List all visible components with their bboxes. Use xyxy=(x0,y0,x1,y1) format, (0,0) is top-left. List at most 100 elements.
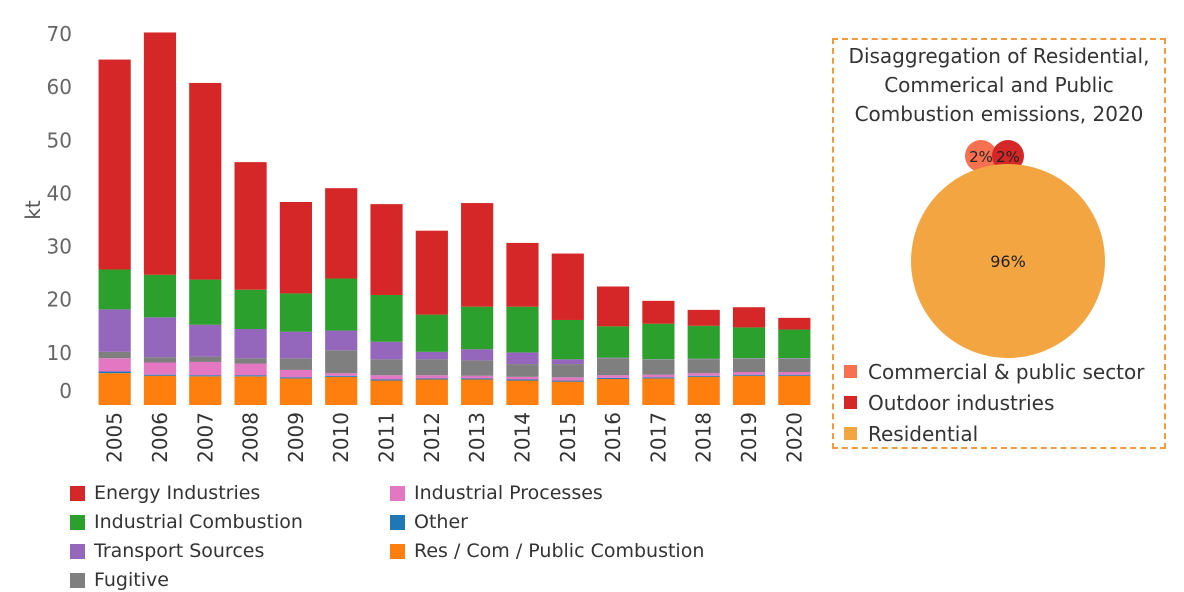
bar-transport-sources-2016 xyxy=(597,357,630,359)
bar-energy-industries-2006 xyxy=(143,32,177,275)
legend-item-industrial-combustion: Industrial Combustion xyxy=(70,511,303,533)
legend-label: Energy Industries xyxy=(94,482,261,504)
x-tick-label: 2006 xyxy=(148,412,172,463)
x-tick-label: 2016 xyxy=(601,412,625,463)
legend-swatch xyxy=(70,514,85,530)
bar-res-com-public-combustion-2014 xyxy=(506,380,539,405)
bar-industrial-combustion-2020 xyxy=(778,329,811,359)
bubble-legend-item-outdoor-industries: Outdoor industries xyxy=(844,387,1144,418)
bar-fugitive-2007 xyxy=(189,356,222,362)
legend-label: Other xyxy=(414,511,468,533)
bar-fugitive-2013 xyxy=(461,360,494,376)
bubble-commercial-public-sector xyxy=(964,139,998,172)
bar-transport-sources-2011 xyxy=(370,341,403,360)
bar-energy-industries-2019 xyxy=(732,307,766,328)
bar-industrial-combustion-2010 xyxy=(325,278,358,331)
bar-energy-industries-2008 xyxy=(234,162,267,290)
bubble-legend-item-residential: Residential xyxy=(844,418,1144,449)
bubble-label: 96% xyxy=(990,252,1026,271)
bar-res-com-public-combustion-2007 xyxy=(189,376,222,405)
bar-transport-sources-2009 xyxy=(279,331,312,359)
bar-industrial-processes-2014 xyxy=(506,376,539,380)
bar-fugitive-2006 xyxy=(143,357,177,363)
bar-industrial-processes-2016 xyxy=(597,375,630,378)
bar-industrial-combustion-2009 xyxy=(279,293,312,332)
bar-energy-industries-2014 xyxy=(506,242,539,307)
y-tick-label: 10 xyxy=(47,341,72,365)
y-tick-label: 0 xyxy=(59,379,72,403)
panel-title: Disaggregation of Residential, Commerica… xyxy=(848,44,1150,126)
bar-transport-sources-2015 xyxy=(551,359,584,365)
legend-label: Outdoor industries xyxy=(868,390,1055,415)
bar-res-com-public-combustion-2013 xyxy=(461,379,494,405)
bar-energy-industries-2010 xyxy=(325,188,358,279)
bar-res-com-public-combustion-2016 xyxy=(597,378,630,405)
bar-other-2007 xyxy=(189,375,222,377)
legend-swatch xyxy=(844,396,857,409)
x-tick-label: 2007 xyxy=(193,412,217,463)
legend-swatch xyxy=(844,365,857,378)
bar-other-2019 xyxy=(732,374,766,376)
legend-item-other: Other xyxy=(390,511,468,533)
legend-label: Fugitive xyxy=(94,569,169,591)
bar-energy-industries-2016 xyxy=(597,286,630,327)
x-tick-label: 2008 xyxy=(239,412,263,463)
chart-legend: Energy Industries Industrial Processes Ind… xyxy=(70,482,770,592)
bubble-label: 2% xyxy=(969,148,993,166)
bar-industrial-processes-2019 xyxy=(732,372,766,375)
y-tick-label: 70 xyxy=(47,22,72,46)
bar-transport-sources-2007 xyxy=(189,324,222,357)
bar-industrial-processes-2015 xyxy=(551,377,584,381)
legend-swatch xyxy=(70,572,85,588)
bar-transport-sources-2008 xyxy=(234,329,267,359)
y-tick-label: 60 xyxy=(47,75,72,99)
legend-swatch xyxy=(390,514,405,530)
bar-res-com-public-combustion-2006 xyxy=(143,375,177,405)
x-tick-label: 2011 xyxy=(375,412,399,463)
legend-label: Transport Sources xyxy=(94,540,265,562)
legend-item-energy-industries: Energy Industries xyxy=(70,482,260,504)
bars xyxy=(98,32,811,405)
x-tick-label: 2018 xyxy=(692,412,716,463)
bar-other-2012 xyxy=(415,378,448,380)
x-tick-label: 2019 xyxy=(737,412,761,463)
bar-fugitive-2017 xyxy=(642,359,675,375)
bar-other-2017 xyxy=(642,377,675,379)
bar-other-2016 xyxy=(597,377,630,379)
bar-transport-sources-2013 xyxy=(461,349,494,361)
bar-fugitive-2008 xyxy=(234,358,267,364)
bar-energy-industries-2013 xyxy=(461,203,494,307)
bar-other-2014 xyxy=(506,379,539,381)
legend-item-industrial-processes: Industrial Processes xyxy=(390,482,603,504)
y-tick-label: 30 xyxy=(47,235,72,259)
bar-energy-industries-2017 xyxy=(642,300,675,324)
bar-fugitive-2012 xyxy=(415,359,448,376)
bar-industrial-processes-2018 xyxy=(687,373,720,376)
x-tick-label: 2020 xyxy=(782,412,806,463)
bar-energy-industries-2005 xyxy=(98,59,131,270)
bar-other-2005 xyxy=(98,371,131,374)
bar-other-2006 xyxy=(143,374,177,376)
bar-res-com-public-combustion-2008 xyxy=(234,376,267,405)
x-tick-label: 2015 xyxy=(556,412,580,463)
bar-transport-sources-2012 xyxy=(415,351,448,360)
bar-transport-sources-2020 xyxy=(778,358,811,359)
bar-res-com-public-combustion-2011 xyxy=(370,380,403,405)
x-tick-label: 2012 xyxy=(420,412,444,463)
legend-item-res-com-public-combustion: Res / Com / Public Combustion xyxy=(390,540,704,562)
x-tick-label: 2014 xyxy=(510,412,534,463)
bubble-chart: 2% 2% 96% xyxy=(911,139,1105,358)
legend-item-transport-sources: Transport Sources xyxy=(70,540,264,562)
bar-other-2008 xyxy=(234,375,267,377)
bar-res-com-public-combustion-2009 xyxy=(279,378,312,405)
bar-other-2020 xyxy=(778,374,811,376)
legend-swatch xyxy=(70,543,85,559)
bar-industrial-combustion-2016 xyxy=(597,326,630,358)
legend-swatch xyxy=(390,543,405,559)
bar-industrial-processes-2013 xyxy=(461,375,494,379)
bar-industrial-combustion-2018 xyxy=(687,325,720,359)
legend-swatch xyxy=(844,427,857,440)
bubble-residential xyxy=(911,164,1105,358)
legend-label: Residential xyxy=(868,421,979,446)
bar-industrial-combustion-2017 xyxy=(642,323,675,360)
